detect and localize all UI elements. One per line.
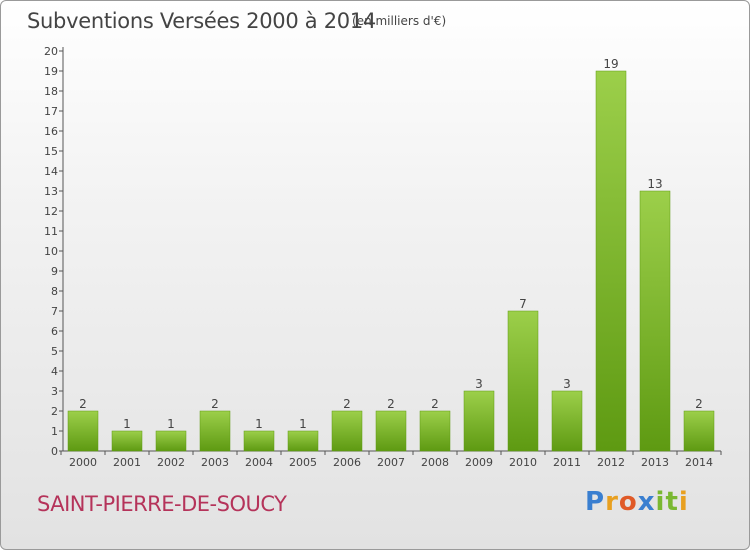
x-tick-label: 2001 (113, 456, 141, 469)
bar (639, 190, 671, 452)
bar (199, 410, 231, 452)
y-tick-label: 19 (44, 65, 58, 78)
data-label: 2 (79, 397, 87, 411)
data-label: 2 (387, 397, 395, 411)
y-tick-label: 2 (51, 405, 58, 418)
bar (507, 310, 539, 452)
y-tick-label: 16 (44, 125, 58, 138)
x-tick-label: 2010 (509, 456, 537, 469)
proxiti-logo: Proxiti (585, 487, 689, 517)
x-tick-label: 2003 (201, 456, 229, 469)
chart-labels: 2 2000 1 2001 1 2002 2 2003 1 2004 1 2005 2 2006 2 2007… (69, 57, 713, 469)
data-label: 2 (211, 397, 219, 411)
data-label: 3 (475, 377, 483, 391)
bar (67, 410, 99, 452)
y-tick-label: 20 (44, 45, 58, 58)
x-tick-label: 2014 (685, 456, 713, 469)
bar (419, 410, 451, 452)
data-label: 1 (255, 417, 263, 431)
y-tick-label: 12 (44, 205, 58, 218)
x-tick-label: 2009 (465, 456, 493, 469)
data-label: 2 (431, 397, 439, 411)
y-tick-label: 11 (44, 225, 58, 238)
bar (463, 390, 495, 452)
y-tick-label: 0 (51, 445, 58, 458)
x-tick-label: 2008 (421, 456, 449, 469)
y-tick-label: 6 (51, 325, 58, 338)
data-label: 7 (519, 297, 527, 311)
chart-bars (67, 70, 715, 452)
data-label: 1 (299, 417, 307, 431)
y-tick-label: 9 (51, 265, 58, 278)
x-tick-label: 2005 (289, 456, 317, 469)
bar (683, 410, 715, 452)
bar (551, 390, 583, 452)
logo-letter: i (678, 487, 689, 517)
y-tick-label: 7 (51, 305, 58, 318)
bar (243, 430, 275, 452)
y-tick-label: 17 (44, 105, 58, 118)
logo-letter: o (618, 487, 638, 517)
bar (155, 430, 187, 452)
data-label: 1 (167, 417, 175, 431)
bar (331, 410, 363, 452)
y-tick-label: 13 (44, 185, 58, 198)
data-label: 3 (563, 377, 571, 391)
x-tick-label: 2013 (641, 456, 669, 469)
x-tick-label: 2000 (69, 456, 97, 469)
bar (287, 430, 319, 452)
chart-subtitle: (en milliers d'€) (352, 14, 447, 28)
data-label: 13 (647, 177, 662, 191)
x-tick-label: 2011 (553, 456, 581, 469)
y-tick-label: 14 (44, 165, 58, 178)
logo-letter: x (637, 487, 656, 517)
y-tick-label: 4 (51, 365, 58, 378)
x-tick-label: 2007 (377, 456, 405, 469)
data-label: 19 (603, 57, 618, 71)
y-tick-label: 8 (51, 285, 58, 298)
logo-letter: P (585, 487, 606, 517)
x-tick-label: 2012 (597, 456, 625, 469)
x-tick-label: 2006 (333, 456, 361, 469)
logo-letter: i (655, 487, 666, 517)
x-tick-label: 2004 (245, 456, 273, 469)
data-label: 1 (123, 417, 131, 431)
y-tick-label: 10 (44, 245, 58, 258)
bar (595, 70, 627, 452)
y-tick-label: 3 (51, 385, 58, 398)
y-tick-label: 15 (44, 145, 58, 158)
data-label: 2 (695, 397, 703, 411)
bar (375, 410, 407, 452)
bar (111, 430, 143, 452)
x-tick-label: 2002 (157, 456, 185, 469)
chart-title: Subventions Versées 2000 à 2014 (27, 9, 376, 33)
logo-letter: r (605, 487, 619, 517)
y-tick-label: 1 (51, 425, 58, 438)
logo-letter: t (665, 487, 679, 517)
data-label: 2 (343, 397, 351, 411)
commune-name: SAINT-PIERRE-DE-SOUCY (37, 492, 287, 516)
y-tick-label: 5 (51, 345, 58, 358)
y-tick-label: 18 (44, 85, 58, 98)
